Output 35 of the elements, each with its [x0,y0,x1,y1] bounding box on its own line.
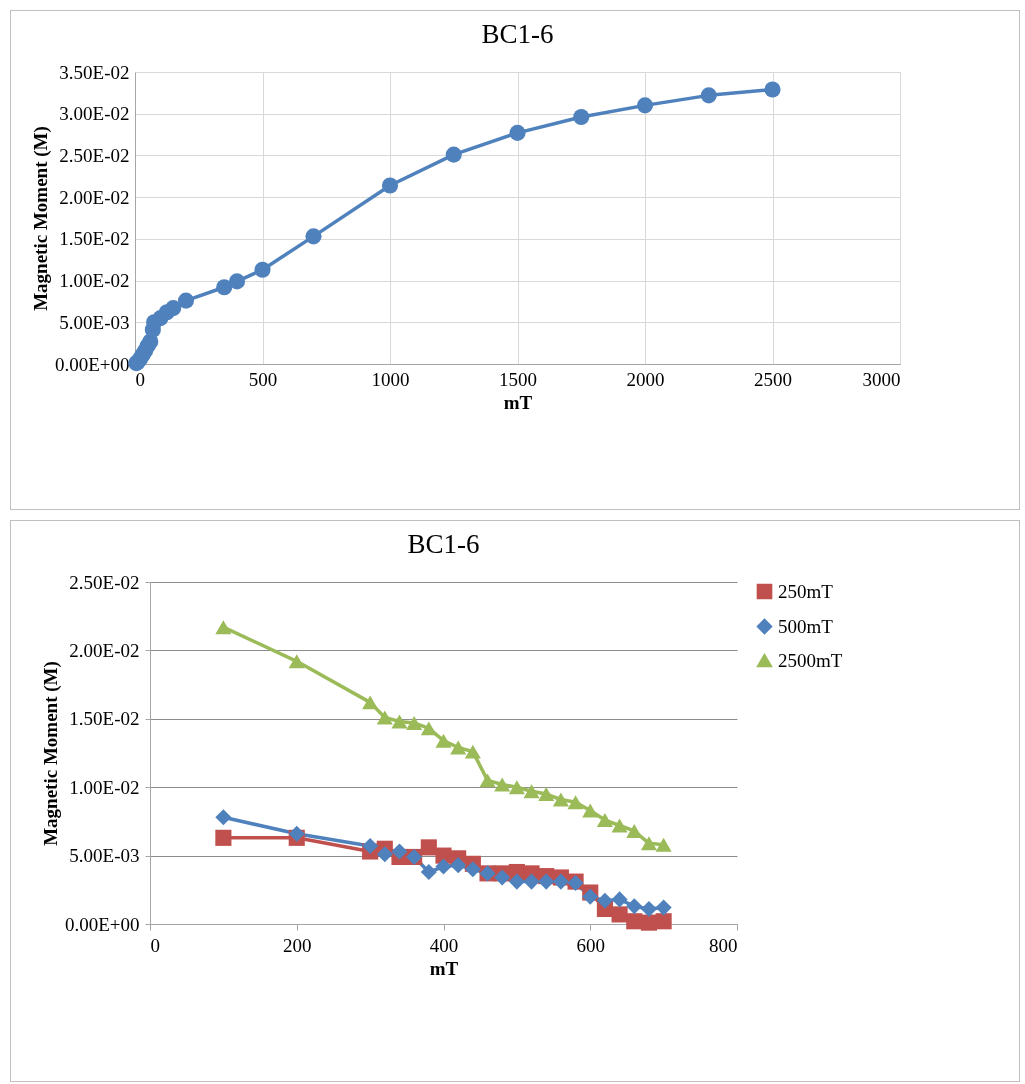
y-tick-label: 5.00E-03 [69,845,140,867]
x-tick-label: 2500 [754,368,792,390]
y-tick-label: 2.50E-02 [69,571,140,593]
x-axis-title: mT [503,391,533,413]
x-tick-label: 800 [709,934,738,956]
x-tick-label: 2000 [626,368,665,390]
y-tick-label: 0.00E+00 [54,353,130,375]
x-tick-label: 500 [248,368,278,390]
x-axis-title: mT [429,957,459,979]
y-tick-label: 1.50E-02 [69,708,140,730]
chart-title: BC1-6 [407,529,480,559]
y-axis-title: Magnetic Moment (M) [39,661,62,846]
y-tick-label: 2.50E-02 [59,144,130,166]
y-tick-label: 3.00E-02 [59,103,130,125]
y-tick-label: 5.00E-03 [59,311,130,333]
x-tick-label: 600 [576,934,605,956]
legend-label: 500mT [778,615,834,637]
x-tick-label: 0 [135,368,145,390]
y-tick-label: 1.00E-02 [59,270,130,292]
x-tick-label: 200 [283,934,312,956]
y-tick-label: 0.00E+00 [64,913,140,935]
y-tick-label: 2.00E-02 [59,186,130,208]
x-tick-label: 400 [429,934,459,956]
chart-title: BC1-6 [481,19,554,49]
x-tick-label: 1500 [499,368,537,390]
y-axis-title: Magnetic Moment (M) [29,126,52,311]
y-tick-label: 3.50E-02 [59,61,130,83]
x-tick-label: 3000 [862,368,901,390]
y-tick-label: 2.00E-02 [69,639,140,661]
x-tick-label: 0 [150,934,160,956]
legend-label: 2500mT [778,649,843,671]
y-tick-label: 1.00E-02 [69,776,140,798]
y-tick-label: 1.50E-02 [59,228,130,250]
x-tick-label: 1000 [371,368,410,390]
legend-label: 250mT [778,580,834,602]
